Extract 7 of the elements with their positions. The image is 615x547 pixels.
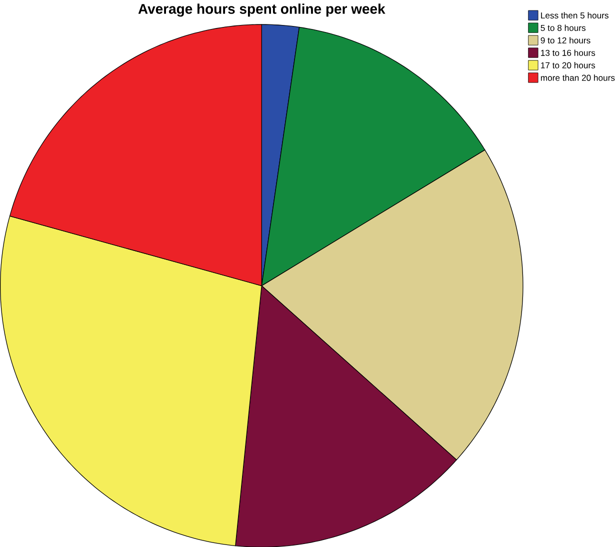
- legend-label: 13 to 16 hours: [541, 49, 596, 56]
- legend-label: Less then 5 hours: [541, 12, 608, 18]
- legend-label: more than 20 hours: [540, 74, 615, 81]
- legend-label: 9 to 12 hours: [540, 36, 590, 44]
- legend-label: 5 to 8 hours: [540, 24, 586, 31]
- chart-title: Average hours spent online per week: [138, 3, 386, 16]
- legend-label: 17 to 20 hours: [541, 62, 596, 68]
